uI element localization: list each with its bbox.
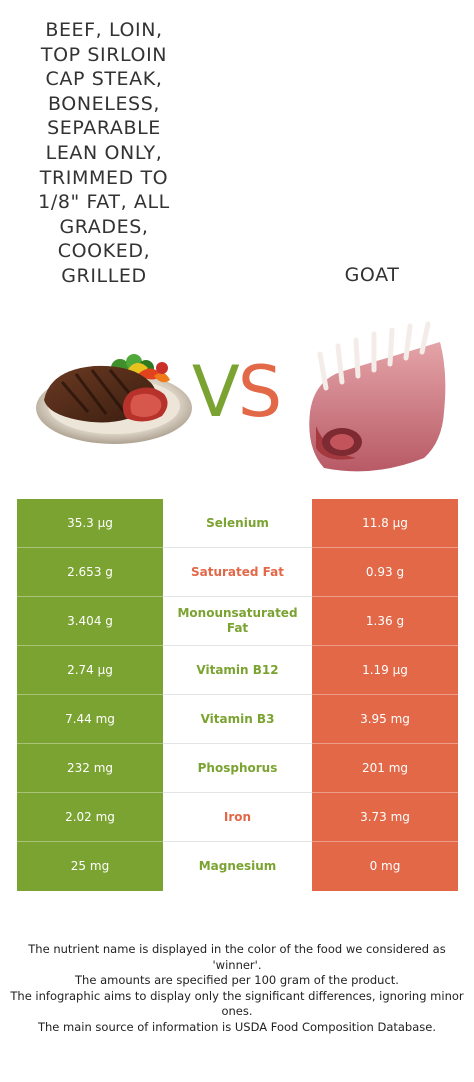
left-value: 25 mg bbox=[17, 842, 163, 891]
vs-s: S bbox=[237, 351, 282, 433]
left-value: 2.653 g bbox=[17, 548, 163, 597]
left-value: 2.74 µg bbox=[17, 646, 163, 695]
nutrient-name: Selenium bbox=[163, 499, 312, 548]
left-value: 232 mg bbox=[17, 744, 163, 793]
table-row: 7.44 mg Vitamin B3 3.95 mg bbox=[17, 695, 458, 744]
table-row: 2.653 g Saturated Fat 0.93 g bbox=[17, 548, 458, 597]
left-food-title-line: grilled bbox=[61, 264, 147, 287]
vs-v: V bbox=[191, 351, 240, 433]
right-value: 201 mg bbox=[312, 744, 458, 793]
nutrient-name: Saturated Fat bbox=[163, 548, 312, 597]
right-value: 3.73 mg bbox=[312, 793, 458, 842]
left-food-title-line: cooked, bbox=[57, 240, 151, 263]
table-row: 2.02 mg Iron 3.73 mg bbox=[17, 793, 458, 842]
left-value: 7.44 mg bbox=[17, 695, 163, 744]
footer-notes: The nutrient name is displayed in the co… bbox=[10, 942, 464, 1035]
left-food-title-line: grades, bbox=[59, 215, 149, 238]
left-food-title-line: Beef, loin, bbox=[45, 19, 163, 41]
right-value: 1.36 g bbox=[312, 597, 458, 646]
right-value: 11.8 µg bbox=[312, 499, 458, 548]
left-food-title-line: top sirloin bbox=[40, 43, 168, 66]
right-value: 1.19 µg bbox=[312, 646, 458, 695]
left-food-title-line: trimmed to bbox=[39, 166, 169, 189]
goat-rack-ribs-icon bbox=[309, 321, 446, 472]
footer-line-1: The nutrient name is displayed in the co… bbox=[28, 942, 446, 972]
left-value: 2.02 mg bbox=[17, 793, 163, 842]
table-row: 35.3 µg Selenium 11.8 µg bbox=[17, 499, 458, 548]
left-food-title-line: cap steak, bbox=[45, 68, 163, 91]
left-value: 3.404 g bbox=[17, 597, 163, 646]
left-food-title-line: 1/8" fat, all bbox=[38, 191, 170, 214]
nutrient-name: Magnesium bbox=[163, 842, 312, 891]
nutrient-name: Iron bbox=[163, 793, 312, 842]
nutrient-comparison-table: 35.3 µg Selenium 11.8 µg 2.653 g Saturated F… bbox=[17, 499, 458, 891]
grilled-steak-plate-icon bbox=[36, 354, 192, 444]
left-food-title-line: boneless, bbox=[47, 92, 161, 115]
table-row: 3.404 g Monounsaturated Fat 1.36 g bbox=[17, 597, 458, 646]
footer-line-2: The amounts are specified per 100 gram o… bbox=[75, 973, 399, 987]
table-row: 232 mg Phosphorus 201 mg bbox=[17, 744, 458, 793]
footer-line-4: The main source of information is USDA F… bbox=[37, 1019, 436, 1034]
table-row: 2.74 µg Vitamin B12 1.19 µg bbox=[17, 646, 458, 695]
vs-label: VS bbox=[186, 352, 286, 432]
nutrient-name: Vitamin B3 bbox=[163, 695, 312, 744]
right-value: 3.95 mg bbox=[312, 695, 458, 744]
right-value: 0 mg bbox=[312, 842, 458, 891]
left-food-title: Beef, loin, top sirloin cap steak, boneless… bbox=[0, 18, 208, 289]
left-food-title-line: lean only, bbox=[45, 141, 163, 164]
right-food-title: Goat bbox=[344, 264, 400, 286]
left-value: 35.3 µg bbox=[17, 499, 163, 548]
nutrient-name: Phosphorus bbox=[163, 744, 312, 793]
footer-line-3: The infographic aims to display only the… bbox=[10, 988, 464, 1019]
table-row: 25 mg Magnesium 0 mg bbox=[17, 842, 458, 891]
left-food-title-line: separable bbox=[47, 117, 161, 140]
right-value: 0.93 g bbox=[312, 548, 458, 597]
nutrient-name: Vitamin B12 bbox=[163, 646, 312, 695]
nutrient-name: Monounsaturated Fat bbox=[163, 597, 312, 646]
